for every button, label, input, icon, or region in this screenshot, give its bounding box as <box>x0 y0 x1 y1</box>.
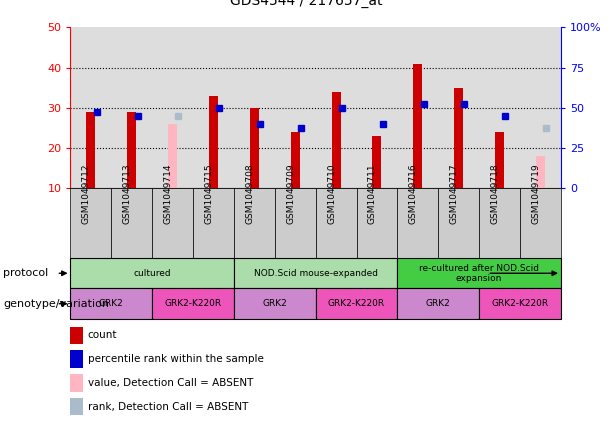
Text: GSM1049711: GSM1049711 <box>368 164 377 224</box>
Bar <box>193 188 234 258</box>
Bar <box>152 288 234 319</box>
Bar <box>152 188 193 258</box>
Text: genotype/variation: genotype/variation <box>3 299 109 309</box>
Text: GSM1049714: GSM1049714 <box>164 164 173 224</box>
Bar <box>168 124 177 188</box>
Text: GRK2-K220R: GRK2-K220R <box>164 299 222 308</box>
Text: GRK2: GRK2 <box>426 299 451 308</box>
Text: GSM1049715: GSM1049715 <box>205 164 213 224</box>
Bar <box>495 132 504 188</box>
Text: rank, Detection Call = ABSENT: rank, Detection Call = ABSENT <box>88 402 248 412</box>
Bar <box>479 188 520 258</box>
Bar <box>520 188 561 258</box>
Bar <box>86 112 96 188</box>
Text: GSM1049716: GSM1049716 <box>409 164 418 224</box>
Bar <box>70 258 234 288</box>
Bar <box>275 188 316 258</box>
Text: GRK2: GRK2 <box>262 299 287 308</box>
Text: GDS4544 / 217657_at: GDS4544 / 217657_at <box>230 0 383 8</box>
Text: GSM1049712: GSM1049712 <box>82 164 91 224</box>
Bar <box>373 136 381 188</box>
Bar <box>316 188 357 258</box>
Text: GSM1049709: GSM1049709 <box>286 164 295 224</box>
Bar <box>209 96 218 188</box>
Bar <box>70 188 112 258</box>
Bar <box>454 88 463 188</box>
Text: GSM1049719: GSM1049719 <box>531 164 541 224</box>
Text: GRK2-K220R: GRK2-K220R <box>492 299 549 308</box>
Text: GSM1049718: GSM1049718 <box>490 164 500 224</box>
Bar <box>128 112 136 188</box>
Text: count: count <box>88 330 117 340</box>
Bar <box>112 188 152 258</box>
Text: GSM1049710: GSM1049710 <box>327 164 336 224</box>
Text: GRK2: GRK2 <box>99 299 124 308</box>
Bar <box>250 108 259 188</box>
Bar <box>234 188 275 258</box>
Bar <box>70 374 83 392</box>
Text: GRK2-K220R: GRK2-K220R <box>328 299 385 308</box>
Text: GSM1049713: GSM1049713 <box>123 164 132 224</box>
Text: re-cultured after NOD.Scid
expansion: re-cultured after NOD.Scid expansion <box>419 264 539 283</box>
Bar <box>397 288 479 319</box>
Bar <box>536 156 545 188</box>
Bar <box>479 288 561 319</box>
Bar <box>316 288 397 319</box>
Bar <box>291 132 300 188</box>
Bar <box>70 398 83 415</box>
Bar <box>397 188 438 258</box>
Bar <box>357 188 397 258</box>
Bar <box>438 188 479 258</box>
Bar <box>397 258 561 288</box>
Text: GSM1049708: GSM1049708 <box>245 164 254 224</box>
Bar <box>70 288 152 319</box>
Bar <box>234 288 316 319</box>
Bar <box>413 64 422 188</box>
Text: protocol: protocol <box>3 268 48 278</box>
Text: GSM1049717: GSM1049717 <box>450 164 459 224</box>
Text: cultured: cultured <box>134 269 171 278</box>
Bar <box>332 92 341 188</box>
Bar <box>70 350 83 368</box>
Text: NOD.Scid mouse-expanded: NOD.Scid mouse-expanded <box>254 269 378 278</box>
Text: percentile rank within the sample: percentile rank within the sample <box>88 354 264 364</box>
Bar <box>234 258 397 288</box>
Text: value, Detection Call = ABSENT: value, Detection Call = ABSENT <box>88 378 253 388</box>
Bar <box>70 327 83 344</box>
